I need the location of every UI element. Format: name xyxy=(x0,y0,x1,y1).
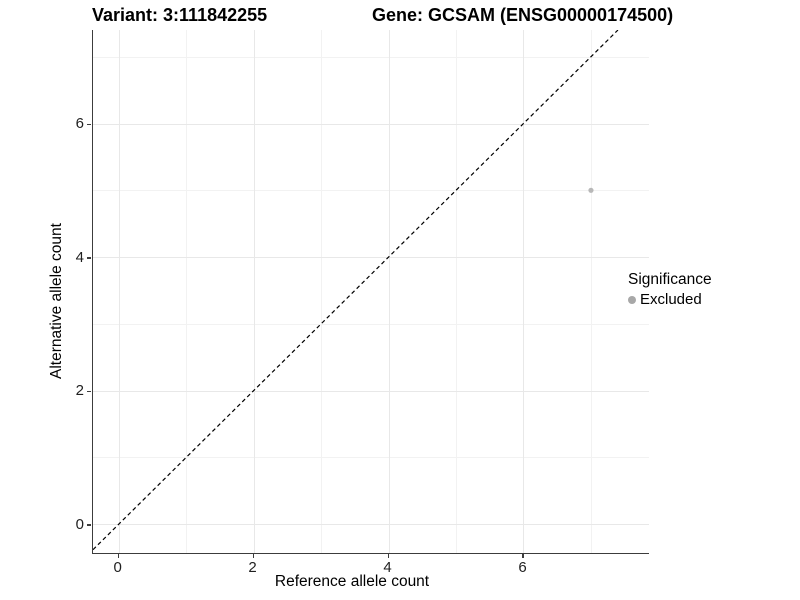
legend-items: Excluded xyxy=(628,291,712,308)
gridline-minor-h xyxy=(93,190,649,192)
gridline-major-v xyxy=(388,30,390,553)
x-axis-title: Reference allele count xyxy=(274,573,430,590)
gridline-major-h xyxy=(93,524,649,526)
gridline-major-h xyxy=(93,123,649,125)
y-tick-label: 2 xyxy=(75,382,84,400)
y-tick-mark xyxy=(87,123,91,125)
gridline-major-v xyxy=(523,30,525,553)
gridline-major-h xyxy=(93,390,649,392)
x-tick-mark xyxy=(387,554,390,558)
y-axis-title: Alternative allele count xyxy=(48,223,65,379)
legend-item-label: Excluded xyxy=(640,291,702,308)
y-tick-mark xyxy=(87,390,91,393)
y-tick-label: 6 xyxy=(75,115,84,132)
legend-item: Excluded xyxy=(628,291,712,308)
gridline-minor-v xyxy=(590,30,592,553)
y-tick-label: 0 xyxy=(75,515,84,533)
gridline-minor-v xyxy=(321,30,323,553)
identity-dashed-line xyxy=(93,30,619,551)
plot-title-variant: Variant: 3:111842255 xyxy=(92,5,268,25)
data-point xyxy=(588,187,594,193)
x-tick-mark xyxy=(522,554,524,558)
gridline-minor-h xyxy=(93,56,649,58)
gridline-minor-v xyxy=(186,30,188,553)
y-tick-mark xyxy=(87,257,91,259)
gridline-major-v xyxy=(118,30,120,553)
gridline-minor-v xyxy=(456,30,458,553)
x-tick-mark xyxy=(117,554,120,558)
plot-title-gene: Gene: GCSAM (ENSG00000174500) xyxy=(372,5,674,25)
gridline-minor-h xyxy=(93,323,649,325)
gridline-major-h xyxy=(93,257,649,259)
panel-overlay xyxy=(93,30,619,551)
plot-panel xyxy=(92,30,649,554)
legend-title: Significance xyxy=(628,271,712,288)
gridline-minor-h xyxy=(93,457,649,459)
x-tick-mark xyxy=(252,554,255,558)
legend-point-icon xyxy=(628,295,636,304)
gridline-major-v xyxy=(253,30,255,553)
y-tick-mark xyxy=(87,524,91,526)
legend: Significance Excluded xyxy=(628,271,712,308)
